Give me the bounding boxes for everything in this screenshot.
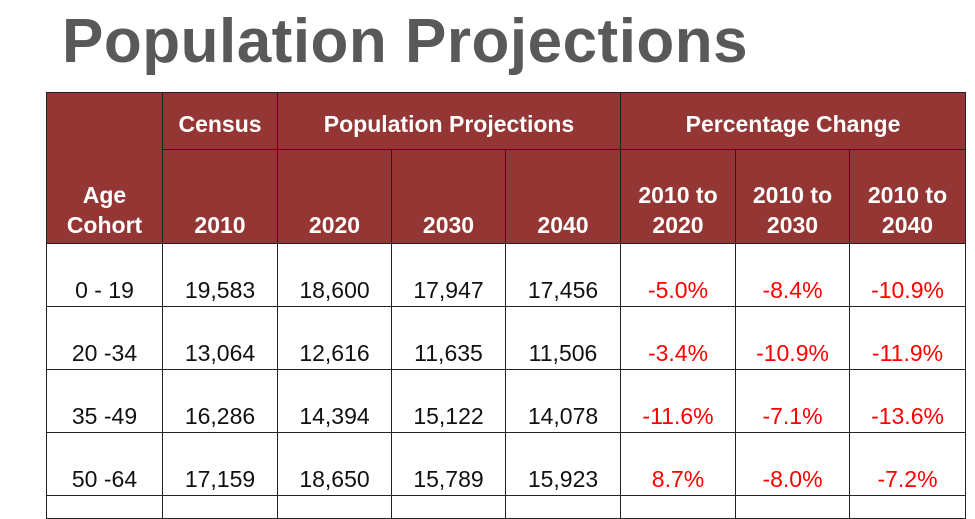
page-title: Population Projections [62, 7, 749, 76]
pct-header: 2010 to 2020 [620, 149, 736, 244]
pct-header: 2010 to 2040 [849, 149, 966, 244]
population-cell: 13,064 [162, 306, 278, 370]
population-cell: 15,923 [505, 432, 621, 496]
percent-change-cell: -10.9% [735, 306, 850, 370]
population-table: Age Cohort Census Population Projections … [46, 92, 966, 519]
population-cell: 18,600 [277, 243, 392, 307]
population-cell: 16,286 [162, 369, 278, 433]
percent-change-cell: -5.0% [620, 243, 736, 307]
population-cell: 17,159 [162, 432, 278, 496]
age-cohort-cell: 50 -64 [46, 432, 163, 496]
table-row: 50 -64 17,159 18,650 15,789 15,923 8.7% -8.0% -… [46, 432, 966, 496]
percent-change-cell: -11.9% [849, 306, 966, 370]
population-cell: 17,947 [391, 243, 506, 307]
population-cell: 11,506 [505, 306, 621, 370]
table-row: 20 -34 13,064 12,616 11,635 11,506 -3.4% -10.9… [46, 306, 966, 370]
population-cell: 17,456 [505, 243, 621, 307]
percentage-change-header: Percentage Change [620, 92, 966, 150]
percent-change-cell: -13.6% [849, 369, 966, 433]
percent-change-cell: -7.2% [849, 432, 966, 496]
year-header: 2020 [277, 149, 392, 244]
population-cell: 18,650 [277, 432, 392, 496]
age-cohort-cell: 35 -49 [46, 369, 163, 433]
percent-change-cell: -8.4% [735, 243, 850, 307]
percent-change-cell: -7.1% [735, 369, 850, 433]
population-cell: 19,583 [162, 243, 278, 307]
table-row-partial [46, 495, 966, 519]
population-cell: 11,635 [391, 306, 506, 370]
age-cohort-cell: 20 -34 [46, 306, 163, 370]
table-row: 0 - 19 19,583 18,600 17,947 17,456 -5.0% -8.4%… [46, 243, 966, 307]
population-cell: 15,789 [391, 432, 506, 496]
percent-change-cell: 8.7% [620, 432, 736, 496]
year-header: 2010 [162, 149, 278, 244]
census-header: Census [162, 92, 278, 150]
population-cell: 14,078 [505, 369, 621, 433]
population-cell: 12,616 [277, 306, 392, 370]
percent-change-cell: -10.9% [849, 243, 966, 307]
age-cohort-cell: 0 - 19 [46, 243, 163, 307]
year-header: 2030 [391, 149, 506, 244]
table-row: 35 -49 16,286 14,394 15,122 14,078 -11.6% -7.1… [46, 369, 966, 433]
population-cell: 14,394 [277, 369, 392, 433]
year-header: 2040 [505, 149, 621, 244]
age-cohort-header: Age Cohort [46, 92, 163, 244]
percent-change-cell: -3.4% [620, 306, 736, 370]
population-cell: 15,122 [391, 369, 506, 433]
percent-change-cell: -11.6% [620, 369, 736, 433]
percent-change-cell: -8.0% [735, 432, 850, 496]
projections-header: Population Projections [277, 92, 621, 150]
pct-header: 2010 to 2030 [735, 149, 850, 244]
